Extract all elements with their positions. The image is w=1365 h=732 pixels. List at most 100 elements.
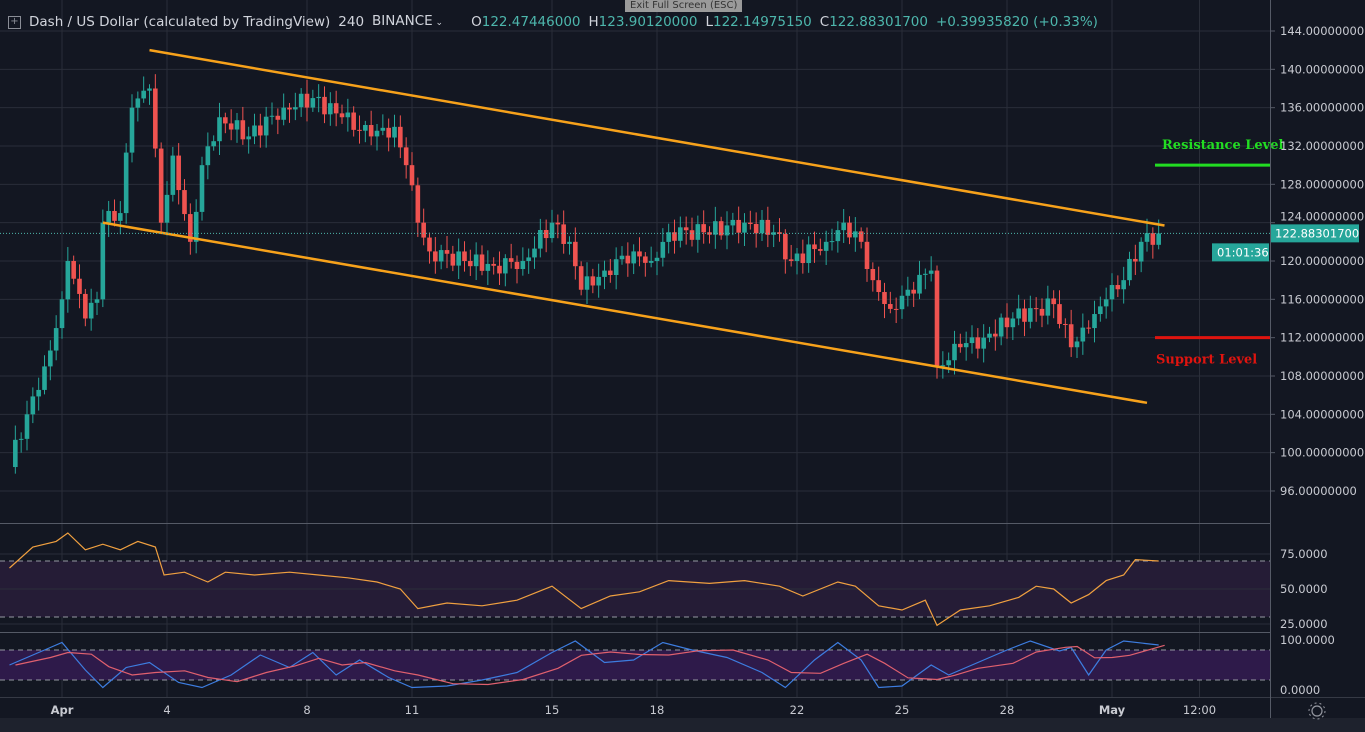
time-tick-label: 8: [303, 703, 310, 717]
candle-body: [1051, 298, 1056, 305]
candle-body: [1092, 314, 1097, 329]
candle-body: [322, 96, 327, 115]
candle-body: [602, 270, 607, 277]
expand-icon[interactable]: +: [8, 16, 21, 29]
candle-body: [147, 88, 152, 91]
stoch-pane: [0, 640, 1270, 689]
candle-body: [293, 107, 298, 110]
candle-body: [223, 117, 228, 124]
time-tick-label: 12:00: [1183, 703, 1216, 717]
candle-body: [882, 292, 887, 305]
candle-body: [783, 234, 788, 260]
candle-body: [1010, 318, 1016, 328]
candle-body: [1016, 308, 1021, 319]
pane-divider[interactable]: [0, 523, 1270, 524]
time-tick-label: 4: [163, 703, 170, 717]
candle-body: [1045, 298, 1051, 316]
candle-body: [129, 107, 135, 153]
candle-body: [666, 232, 671, 242]
exit-fullscreen-tooltip: Exit Full Screen (ESC): [625, 0, 743, 12]
candle-body: [911, 289, 916, 294]
candle-body: [392, 126, 397, 138]
candle-body: [631, 251, 636, 264]
last-price-label: 122.88301700: [1275, 226, 1359, 240]
time-tick-label: May: [1099, 703, 1126, 717]
candle-body: [240, 120, 246, 140]
candle-body: [829, 241, 835, 243]
candle-body: [182, 190, 187, 215]
candle-body: [444, 250, 450, 254]
candle-body: [940, 365, 946, 367]
low-value: 122.14975150: [712, 14, 812, 30]
candle-body: [94, 299, 100, 303]
candle-body: [619, 255, 625, 260]
candle-body: [1022, 308, 1027, 322]
chevron-down-icon[interactable]: ⌄: [432, 18, 444, 28]
price-tick-label: 100.00000000: [1280, 446, 1364, 460]
candle-body: [351, 112, 356, 130]
candle-body: [567, 241, 572, 244]
candle-body: [1033, 308, 1039, 310]
price-tick-label: 116.00000000: [1280, 292, 1364, 306]
candle-body: [42, 366, 47, 390]
price-tick-label: 144.00000000: [1280, 24, 1364, 38]
rsi-pane: [0, 532, 1270, 627]
price-tick-label: 104.00000000: [1280, 407, 1364, 421]
price-tick-label: 112.00000000: [1280, 331, 1364, 345]
candle-body: [748, 222, 753, 224]
exchange-label: BINANCE: [372, 13, 433, 29]
candle-body: [333, 103, 339, 114]
candle-body: [549, 222, 555, 239]
candle-body: [246, 136, 251, 140]
pane-divider[interactable]: [0, 632, 1270, 633]
candle-body: [1138, 241, 1144, 262]
candle-body: [981, 337, 986, 349]
candle-body: [818, 249, 823, 251]
candle-body: [491, 263, 496, 266]
candle-body: [1057, 304, 1062, 324]
drawings[interactable]: Resistance Level Support Level: [0, 48, 1283, 405]
ohlc-high: H123.90120000: [589, 15, 698, 30]
candle-body: [1098, 306, 1103, 315]
candle-body: [643, 256, 648, 263]
candle-body: [1103, 299, 1109, 307]
candle-body: [742, 222, 747, 233]
candle-body: [963, 343, 969, 348]
candle-body: [188, 214, 193, 242]
candle-body: [718, 221, 724, 236]
candle-body: [648, 260, 654, 263]
candle-body: [158, 148, 164, 223]
price-axis-border: [1270, 0, 1271, 718]
candle-body: [701, 224, 706, 233]
candle-body: [1086, 327, 1091, 329]
exchange[interactable]: BINANCE ⌄: [372, 14, 443, 31]
candle-body: [170, 155, 176, 195]
candle-body: [1150, 233, 1156, 245]
candle-body: [625, 255, 631, 264]
candle-body: [30, 396, 36, 415]
price-tick-label: 96.00000000: [1280, 484, 1357, 498]
candle-body: [1028, 308, 1033, 322]
rsi-line: [9, 532, 1159, 627]
candle-body: [613, 259, 619, 276]
candle-body: [71, 260, 76, 279]
candle-body: [893, 308, 899, 310]
candle-body: [141, 90, 146, 99]
candle-body: [24, 414, 30, 439]
candle-body: [520, 260, 526, 270]
candle-body: [18, 438, 24, 440]
candle-body: [386, 127, 391, 138]
candle-body: [608, 270, 613, 276]
candle-body: [590, 276, 596, 286]
settings-gear-icon[interactable]: [1308, 702, 1326, 720]
candle-body: [853, 231, 858, 238]
candle-body: [555, 222, 561, 225]
candle-body: [771, 232, 776, 235]
price-tick-label: 124.00000000: [1280, 209, 1364, 223]
candle-body: [1121, 280, 1126, 290]
symbol-title[interactable]: Dash / US Dollar (calculated by TradingV…: [29, 14, 331, 30]
candle-body: [281, 107, 286, 120]
candle-body: [975, 337, 981, 349]
candle-body: [561, 224, 566, 244]
